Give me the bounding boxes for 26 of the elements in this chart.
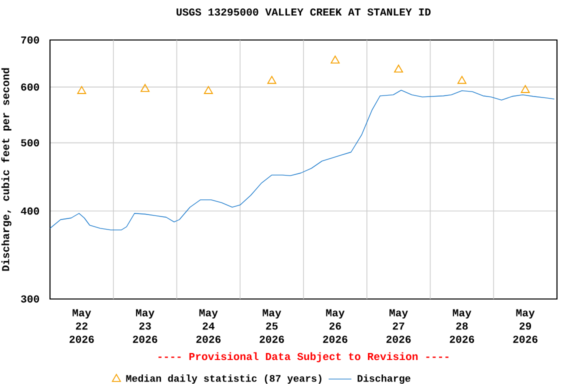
point <box>140 84 150 92</box>
y-axis-title: Discharge, cubic feet per second <box>1 68 12 271</box>
y-tick-label: 700 <box>21 36 40 44</box>
point <box>77 86 86 94</box>
x-tick-label: May 24 2026 <box>196 309 221 343</box>
point <box>457 76 466 84</box>
text: ---- Provisional Data Subject to Revision ---- <box>158 352 448 362</box>
x-tick-label: May 23 2026 <box>132 309 158 343</box>
x-tick-label: May 22 2026 <box>70 309 94 343</box>
y-tick-label: 500 <box>21 139 40 146</box>
y-tick-label: 600 <box>21 83 40 91</box>
point <box>520 85 530 93</box>
legend-label: Discharge <box>358 374 410 384</box>
x-tick-label: May 27 2026 <box>386 309 411 343</box>
point <box>394 64 404 73</box>
chart-title: USGS 13295000 VALLEY CREEK AT STANLEY ID <box>176 8 431 16</box>
legend-label: Median daily statistic (87 years) <box>126 374 322 384</box>
y-tick-label: 300 <box>20 295 40 303</box>
point <box>204 86 213 94</box>
point <box>330 56 340 64</box>
x-tick-label: May 26 2026 <box>323 309 348 343</box>
x-tick-label: May 29 2026 <box>513 309 538 343</box>
x-tick-label: May 28 2026 <box>450 309 474 343</box>
point <box>267 76 276 84</box>
x-tick-label: May 25 2026 <box>260 309 284 343</box>
y-tick-label: 400 <box>20 207 40 215</box>
